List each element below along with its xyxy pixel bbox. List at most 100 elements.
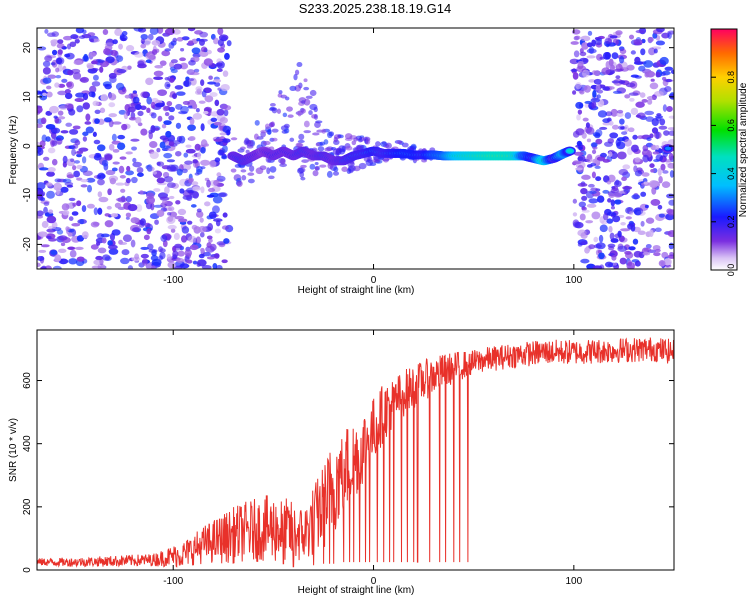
noise-blob <box>590 187 599 192</box>
noise-blob <box>140 253 149 259</box>
noise-blob <box>602 189 610 194</box>
noise-blob <box>64 181 74 186</box>
noise-blob <box>104 213 111 217</box>
x-tick-label: 100 <box>565 275 582 286</box>
noise-blob <box>624 124 629 133</box>
noise-blob <box>592 70 597 76</box>
noise-blob <box>628 92 639 96</box>
noise-blob <box>53 182 63 191</box>
noise-blob <box>163 145 171 149</box>
noise-blob <box>108 143 115 151</box>
noise-blob <box>224 52 230 60</box>
noise-blob <box>92 38 100 43</box>
noise-blob <box>56 43 65 49</box>
noise-blob <box>97 59 105 63</box>
colorbar-tick-label: 0.6 <box>726 119 736 132</box>
noise-blob <box>662 104 667 112</box>
noise-blob <box>204 201 211 207</box>
noise-blob <box>70 34 79 40</box>
noise-blob <box>50 39 59 45</box>
noise-blob <box>86 177 96 183</box>
noise-blob <box>82 170 93 177</box>
x-tick-label: 0 <box>371 275 377 286</box>
noise-blob <box>175 91 186 96</box>
noise-blob <box>51 158 58 166</box>
noise-blob <box>101 237 107 244</box>
noise-blob <box>163 152 173 159</box>
noise-blob <box>652 151 660 155</box>
noise-blob <box>121 30 128 36</box>
noise-blob <box>100 93 109 102</box>
noise-blob <box>165 130 172 138</box>
noise-blob <box>39 140 46 148</box>
noise-blob <box>182 80 192 88</box>
noise-blob <box>593 244 602 249</box>
noise-blob <box>621 176 627 182</box>
noise-blob <box>645 116 654 122</box>
noise-blob <box>150 101 156 109</box>
noise-blob <box>588 198 599 204</box>
noise-blob <box>186 259 193 264</box>
noise-blob <box>181 226 190 234</box>
noise-blob <box>81 156 87 164</box>
noise-blob <box>646 137 652 142</box>
noise-blob <box>644 110 655 116</box>
noise-blob <box>593 78 602 85</box>
noise-blob <box>574 35 581 40</box>
noise-blob <box>600 152 607 158</box>
noise-blob <box>145 59 152 64</box>
y-tick-label: 600 <box>22 372 33 389</box>
noise-blob <box>587 30 593 36</box>
noise-blob <box>655 145 660 151</box>
noise-blob <box>177 208 187 216</box>
noise-blob <box>650 199 661 206</box>
noise-blob <box>73 60 83 66</box>
noise-blob <box>649 163 655 168</box>
noise-blob <box>577 146 584 150</box>
noise-blob <box>157 115 163 122</box>
noise-blob <box>669 251 674 257</box>
noise-blob <box>193 68 200 73</box>
noise-blob <box>166 182 176 188</box>
noise-blob <box>213 138 223 142</box>
noise-blob <box>607 243 616 248</box>
noise-blob <box>123 111 129 120</box>
noise-blob <box>155 102 165 108</box>
noise-blob <box>57 83 66 88</box>
spectrogram-marks <box>37 28 674 269</box>
noise-blob <box>127 65 132 70</box>
noise-blob <box>608 151 613 158</box>
noise-blob <box>170 228 176 233</box>
noise-blob <box>46 215 57 224</box>
noise-blob <box>175 122 182 129</box>
noise-blob <box>174 85 184 90</box>
noise-blob <box>187 40 194 46</box>
noise-blob <box>119 156 127 160</box>
noise-blob <box>208 238 213 243</box>
band-blob <box>287 114 294 118</box>
noise-blob <box>150 265 156 269</box>
band-blob <box>351 140 357 146</box>
noise-blob <box>595 138 603 145</box>
noise-blob <box>623 185 631 194</box>
noise-blob <box>85 113 91 122</box>
noise-blob <box>112 148 120 153</box>
noise-blob <box>47 74 57 79</box>
spectrogram-frame <box>36 27 675 270</box>
band-blob <box>266 167 271 175</box>
noise-blob <box>148 131 153 140</box>
noise-blob <box>572 161 582 165</box>
band-blob <box>300 108 306 114</box>
band-blob <box>240 169 247 173</box>
noise-blob <box>216 58 222 64</box>
noise-blob <box>127 265 134 269</box>
noise-blob <box>669 170 674 178</box>
noise-blob <box>658 125 668 130</box>
band-blob <box>293 73 298 81</box>
noise-blob <box>150 125 156 133</box>
noise-blob <box>661 181 671 188</box>
noise-blob <box>169 61 174 68</box>
noise-blob <box>140 38 145 44</box>
noise-blob <box>194 172 200 176</box>
noise-blob <box>148 248 158 253</box>
